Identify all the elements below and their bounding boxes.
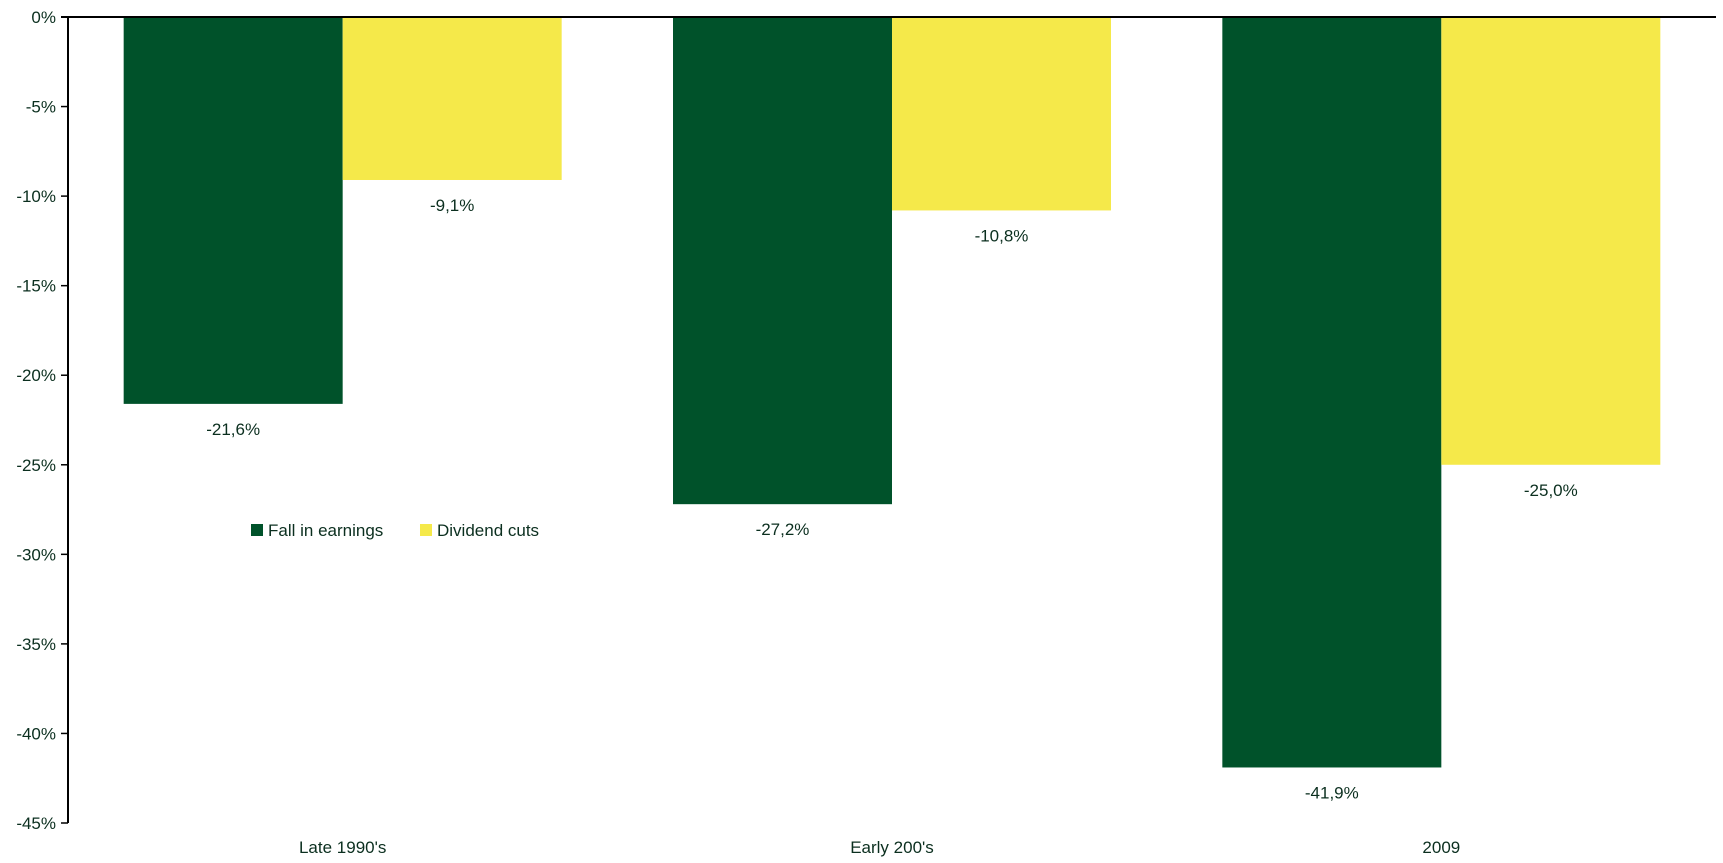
y-tick-label: -10% bbox=[16, 187, 56, 206]
data-label: -21,6% bbox=[206, 420, 260, 439]
axis-layer: Late 1990's Early 200's 2009 0% -5% -10% -15% -… bbox=[16, 8, 1716, 857]
legend-swatch-fall-in-earnings bbox=[251, 524, 263, 536]
data-label: -25,0% bbox=[1524, 481, 1578, 500]
y-tick-label: -40% bbox=[16, 724, 56, 743]
y-tick-label: -5% bbox=[26, 98, 56, 117]
y-tick-label: -30% bbox=[16, 545, 56, 564]
bar-fall-in-earnings-0 bbox=[123, 17, 343, 404]
x-tick-label: Late 1990's bbox=[299, 838, 386, 857]
legend: Fall in earnings Dividend cuts bbox=[251, 521, 539, 540]
bars-layer bbox=[123, 17, 1661, 768]
data-label: -27,2% bbox=[756, 520, 810, 539]
bar-dividend-cuts-0 bbox=[342, 17, 562, 180]
y-tick-label: -35% bbox=[16, 635, 56, 654]
legend-swatch-dividend-cuts bbox=[420, 524, 432, 536]
y-tick-label: 0% bbox=[31, 8, 56, 27]
data-label: -10,8% bbox=[975, 226, 1029, 245]
legend-label: Fall in earnings bbox=[268, 521, 383, 540]
legend-label: Dividend cuts bbox=[437, 521, 539, 540]
x-tick-label: 2009 bbox=[1422, 838, 1460, 857]
x-tick-label: Early 200's bbox=[850, 838, 934, 857]
bar-fall-in-earnings-1 bbox=[673, 17, 892, 505]
bar-fall-in-earnings-2 bbox=[1222, 17, 1442, 768]
y-tick-label: -20% bbox=[16, 366, 56, 385]
data-label: -41,9% bbox=[1305, 783, 1359, 802]
bar-dividend-cuts-1 bbox=[892, 17, 1111, 211]
y-tick-label: -45% bbox=[16, 814, 56, 833]
data-labels-layer: -21,6% -9,1% -27,2% -10,8% -41,9% -25,0% bbox=[206, 196, 1578, 802]
y-tick-label: -25% bbox=[16, 456, 56, 475]
y-tick-label: -15% bbox=[16, 277, 56, 296]
bar-dividend-cuts-2 bbox=[1441, 17, 1661, 465]
data-label: -9,1% bbox=[430, 196, 474, 215]
